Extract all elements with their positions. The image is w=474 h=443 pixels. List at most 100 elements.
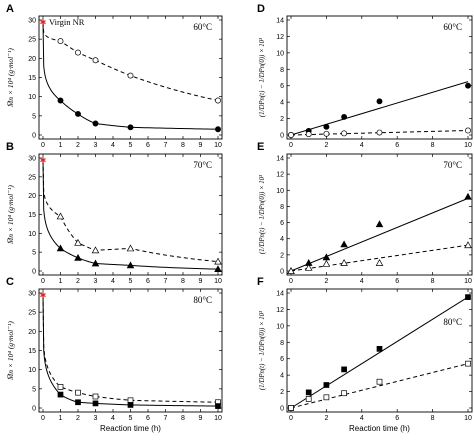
data-point-open-circle-3 bbox=[92, 57, 99, 64]
y-tick-label: 0 bbox=[32, 133, 36, 140]
data-point-filled-square-2 bbox=[323, 382, 330, 388]
data-point-open-square-5 bbox=[465, 360, 471, 367]
y-tick-label: 12 bbox=[276, 307, 284, 314]
data-point-filled-circle-3 bbox=[92, 120, 99, 127]
x-tick-label: 6 bbox=[146, 142, 150, 149]
x-tick-label: 4 bbox=[111, 142, 115, 149]
data-point-open-circle-5 bbox=[465, 127, 471, 134]
y-tick-label: 2 bbox=[280, 116, 284, 123]
data-point-open-triangle-4 bbox=[375, 259, 384, 266]
data-point-open-square-1 bbox=[57, 384, 64, 390]
x-axis-label: Reaction time (h) bbox=[349, 424, 410, 433]
x-tick-label: 10 bbox=[464, 278, 472, 285]
x-tick-label: 7 bbox=[164, 142, 168, 149]
x-tick-label: 10 bbox=[464, 142, 472, 149]
data-point-open-circle-4 bbox=[127, 72, 134, 79]
x-tick-label: 1 bbox=[59, 142, 63, 149]
x-tick-label: 6 bbox=[395, 415, 399, 422]
y-tick-label: 0 bbox=[280, 406, 284, 413]
panel-letter: C bbox=[6, 276, 14, 288]
series-line-open-triangle bbox=[290, 244, 469, 272]
data-point-filled-circle-5 bbox=[465, 82, 471, 89]
y-tick-label: 10 bbox=[276, 323, 284, 330]
data-point-open-triangle-5 bbox=[464, 241, 472, 249]
temperature-label: 60°C bbox=[193, 22, 212, 32]
x-tick-label: 0 bbox=[41, 278, 45, 285]
y-tick-label: 10 bbox=[276, 188, 284, 195]
series-line-filled-circle bbox=[290, 81, 469, 136]
y-axis-label: M̅n × 10⁴ (g·mol⁻¹) bbox=[6, 321, 15, 381]
panel-letter: B bbox=[6, 141, 14, 153]
x-tick-label: 4 bbox=[111, 278, 115, 285]
y-tick-label: 5 bbox=[32, 113, 36, 120]
y-axis-label: (1/DPn(t) − 1/DPn(0)) × 10³ bbox=[259, 37, 266, 117]
panel-letter: E bbox=[257, 141, 264, 153]
y-tick-label: 14 bbox=[276, 18, 284, 25]
y-tick-label: 20 bbox=[28, 193, 36, 200]
x-tick-label: 9 bbox=[199, 142, 203, 149]
x-tick-label: 3 bbox=[94, 142, 98, 149]
y-axis-label: (1/DPn(t) − 1/DPn(0)) × 10³ bbox=[259, 310, 266, 390]
y-axis-label: (1/DPn(t) − 1/DPn(0)) × 10³ bbox=[259, 174, 266, 254]
y-tick-label: 30 bbox=[28, 18, 36, 25]
y-tick-label: 2 bbox=[280, 389, 284, 396]
y-tick-label: 20 bbox=[28, 329, 36, 336]
data-point-filled-triangle-4 bbox=[375, 220, 384, 228]
x-tick-label: 9 bbox=[199, 278, 203, 285]
data-point-open-square-0 bbox=[288, 405, 294, 411]
virgin-nr-label: Virgin NR bbox=[49, 17, 85, 27]
data-point-filled-square-4 bbox=[376, 346, 383, 352]
temperature-label: 80°C bbox=[193, 295, 212, 305]
y-tick-label: 14 bbox=[276, 156, 284, 163]
data-point-filled-square-4 bbox=[127, 402, 134, 408]
data-point-filled-triangle-3 bbox=[340, 240, 348, 248]
x-tick-label: 8 bbox=[431, 415, 435, 422]
panel-F: 0 2 4 6 8 10 0 2 4 6 8 10 12 14 F 80°C (1/DPn(t) − 1/DPn… bbox=[257, 276, 473, 433]
data-point-open-square-2 bbox=[323, 394, 330, 401]
panel-D: 0 2 4 6 8 10 0 2 4 6 8 10 12 14 D 60°C (1/DPn(t) − 1/DPn… bbox=[257, 3, 473, 149]
x-axis-label: Reaction time (h) bbox=[100, 424, 161, 433]
data-point-open-circle-1 bbox=[305, 131, 312, 138]
series-line-filled-triangle bbox=[290, 197, 469, 272]
data-point-filled-circle-4 bbox=[376, 98, 383, 105]
y-tick-label: 10 bbox=[28, 231, 36, 238]
data-point-filled-triangle-1 bbox=[56, 244, 65, 252]
data-point-open-circle-5 bbox=[215, 97, 221, 104]
data-point-open-circle-0 bbox=[288, 132, 294, 138]
y-tick-label: 0 bbox=[280, 133, 284, 140]
x-tick-label: 2 bbox=[76, 142, 80, 149]
y-tick-label: 5 bbox=[32, 386, 36, 393]
data-point-filled-circle-5 bbox=[215, 126, 221, 133]
x-tick-label: 0 bbox=[289, 415, 293, 422]
y-tick-label: 4 bbox=[280, 236, 284, 243]
data-point-open-circle-4 bbox=[376, 129, 383, 136]
data-point-filled-triangle-5 bbox=[214, 265, 222, 273]
data-point-filled-triangle-5 bbox=[464, 192, 472, 200]
data-point-filled-circle-4 bbox=[127, 124, 134, 131]
y-tick-label: 4 bbox=[280, 373, 284, 380]
panel-letter: F bbox=[257, 276, 264, 288]
data-point-filled-square-3 bbox=[341, 366, 347, 373]
x-tick-label: 2 bbox=[324, 415, 328, 422]
data-point-filled-square-3 bbox=[92, 400, 99, 407]
data-point-open-triangle-2 bbox=[74, 238, 82, 246]
x-tick-label: 8 bbox=[181, 415, 185, 422]
data-point-filled-triangle-4 bbox=[126, 261, 135, 269]
temperature-label: 80°C bbox=[443, 317, 462, 327]
data-point-open-square-3 bbox=[341, 390, 347, 397]
series-line-open-square bbox=[290, 363, 469, 409]
series-line-filled-circle bbox=[42, 21, 219, 130]
x-tick-label: 9 bbox=[199, 415, 203, 422]
series-line-open-square bbox=[42, 294, 219, 403]
data-point-filled-square-2 bbox=[75, 399, 81, 406]
series-line-open-triangle bbox=[42, 159, 219, 263]
x-tick-label: 2 bbox=[324, 142, 328, 149]
x-tick-label: 8 bbox=[181, 278, 185, 285]
y-tick-label: 14 bbox=[276, 291, 284, 298]
x-tick-label: 4 bbox=[360, 142, 364, 149]
data-point-filled-circle-2 bbox=[323, 123, 330, 130]
x-tick-label: 10 bbox=[464, 415, 472, 422]
y-tick-label: 8 bbox=[280, 67, 284, 74]
series-line-filled-triangle bbox=[42, 159, 219, 270]
x-tick-label: 1 bbox=[59, 278, 63, 285]
